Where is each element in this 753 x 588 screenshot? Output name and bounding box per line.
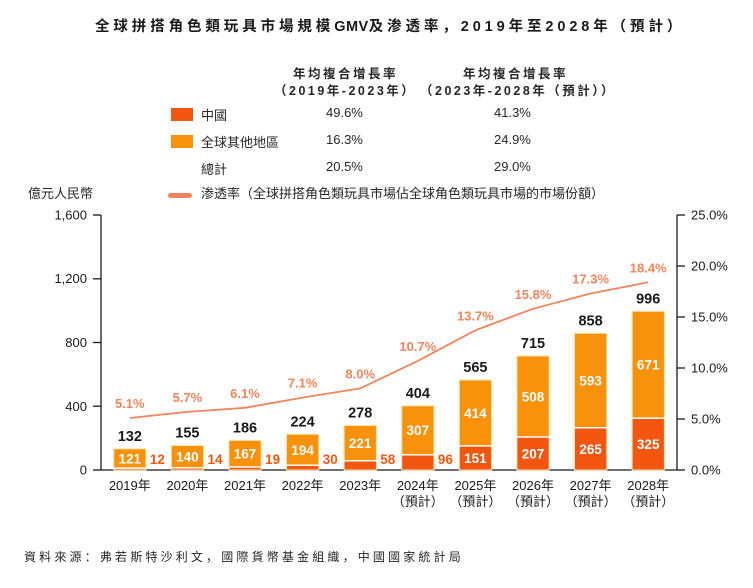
svg-text:1,600: 1,600 xyxy=(54,208,87,223)
svg-text:10.7%: 10.7% xyxy=(399,339,436,354)
svg-text:278: 278 xyxy=(348,406,372,422)
svg-text:2023年: 2023年 xyxy=(339,478,381,493)
svg-text:2022年: 2022年 xyxy=(282,478,324,493)
svg-text:19: 19 xyxy=(265,452,280,467)
svg-text:18.4%: 18.4% xyxy=(630,260,667,275)
svg-text:155: 155 xyxy=(175,426,199,442)
svg-text:5.0%: 5.0% xyxy=(691,412,721,427)
svg-text:25.0%: 25.0% xyxy=(691,208,728,223)
svg-text:2020年: 2020年 xyxy=(166,478,208,493)
svg-text:58: 58 xyxy=(380,452,396,467)
svg-text:（預計）: （預計） xyxy=(565,494,617,509)
svg-text:404: 404 xyxy=(406,386,430,402)
svg-text:30: 30 xyxy=(323,452,338,467)
svg-text:2027年: 2027年 xyxy=(570,478,612,493)
svg-text:15.8%: 15.8% xyxy=(515,287,552,302)
svg-text:858: 858 xyxy=(578,313,602,329)
svg-text:7.1%: 7.1% xyxy=(288,376,318,391)
svg-text:5.1%: 5.1% xyxy=(115,396,145,411)
svg-text:207: 207 xyxy=(522,447,545,462)
svg-text:1,200: 1,200 xyxy=(54,271,87,286)
svg-text:121: 121 xyxy=(119,451,142,466)
svg-text:（預計）: （預計） xyxy=(507,494,559,509)
svg-text:2025年: 2025年 xyxy=(454,478,496,493)
svg-text:265: 265 xyxy=(579,442,602,457)
svg-text:2026年: 2026年 xyxy=(512,478,554,493)
svg-text:10.0%: 10.0% xyxy=(691,361,728,376)
svg-text:194: 194 xyxy=(291,443,314,458)
svg-text:96: 96 xyxy=(438,452,454,467)
svg-text:800: 800 xyxy=(65,335,87,350)
svg-text:2019年: 2019年 xyxy=(109,478,151,493)
svg-text:8.0%: 8.0% xyxy=(345,366,375,381)
svg-text:13.7%: 13.7% xyxy=(457,308,494,323)
svg-text:6.1%: 6.1% xyxy=(230,386,260,401)
svg-text:715: 715 xyxy=(521,336,545,352)
svg-text:17.3%: 17.3% xyxy=(572,272,609,287)
svg-text:0: 0 xyxy=(80,463,87,478)
svg-text:2028年: 2028年 xyxy=(627,478,669,493)
svg-text:508: 508 xyxy=(522,390,545,405)
svg-text:671: 671 xyxy=(637,358,660,373)
svg-text:15.0%: 15.0% xyxy=(691,310,728,325)
svg-text:186: 186 xyxy=(233,420,257,436)
svg-text:140: 140 xyxy=(176,450,199,465)
svg-text:221: 221 xyxy=(349,436,372,451)
svg-text:0.0%: 0.0% xyxy=(691,463,721,478)
svg-text:307: 307 xyxy=(407,423,430,438)
svg-text:2024年: 2024年 xyxy=(397,478,439,493)
svg-text:593: 593 xyxy=(579,374,602,389)
svg-text:400: 400 xyxy=(65,399,87,414)
svg-text:14: 14 xyxy=(208,452,224,467)
svg-text:20.0%: 20.0% xyxy=(691,259,728,274)
svg-text:224: 224 xyxy=(290,414,314,430)
svg-text:132: 132 xyxy=(118,429,142,445)
svg-text:325: 325 xyxy=(637,437,660,452)
svg-text:565: 565 xyxy=(463,360,487,376)
svg-text:2021年: 2021年 xyxy=(224,478,266,493)
svg-text:5.7%: 5.7% xyxy=(173,390,203,405)
svg-text:（預計）: （預計） xyxy=(449,494,501,509)
svg-text:996: 996 xyxy=(636,291,660,307)
svg-text:414: 414 xyxy=(464,406,487,421)
svg-text:167: 167 xyxy=(234,447,257,462)
svg-text:12: 12 xyxy=(150,452,165,467)
svg-text:（預計）: （預計） xyxy=(622,494,674,509)
svg-text:（預計）: （預計） xyxy=(392,494,444,509)
svg-text:151: 151 xyxy=(464,451,487,466)
